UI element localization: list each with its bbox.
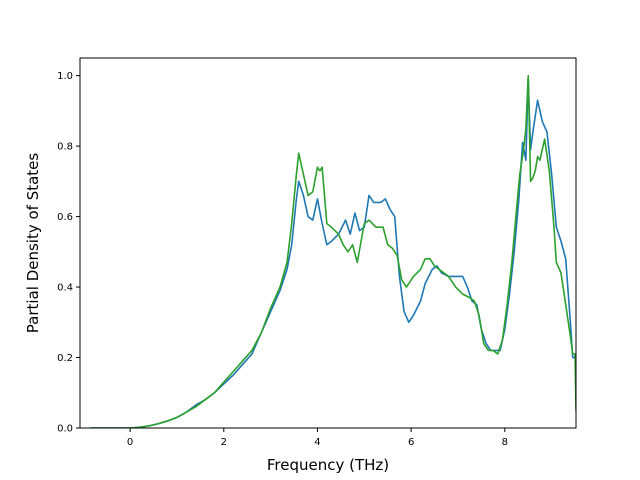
series-layer [90,74,576,428]
y-tick-label: 0.2 [57,353,73,364]
x-tick-label: 2 [221,437,227,448]
series-line-1 [90,78,576,428]
y-axis: 0.0 0.2 0.4 0.6 0.8 1.0 [57,71,80,435]
series-line-2 [90,74,576,428]
y-tick-label: 0.8 [57,142,73,153]
y-axis-label: Partial Density of States [24,153,42,334]
y-tick-label: 0.6 [57,212,73,223]
x-tick-label: 8 [502,437,508,448]
x-tick-label: 6 [408,437,414,448]
x-tick-label: 4 [314,437,320,448]
y-tick-label: 0.0 [57,424,73,435]
y-tick-label: 1.0 [57,71,73,82]
x-tick-label: 0 [127,437,133,448]
y-tick-label: 0.4 [57,283,73,294]
x-axis: 0 2 4 6 8 [127,428,508,448]
x-axis-label: Frequency (THz) [267,456,389,474]
plot-frame [79,57,577,429]
